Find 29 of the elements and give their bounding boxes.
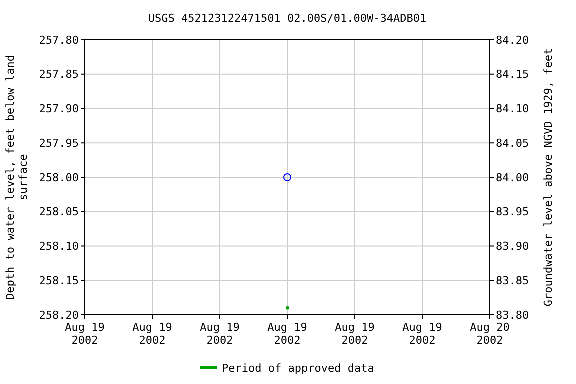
- y-tick-label: 257.95: [39, 136, 79, 150]
- y-axis-title: Depth to water level, feet below land surface: [4, 54, 30, 300]
- y-tick-label: 258.05: [39, 206, 79, 219]
- y-tick-label: 257.85: [39, 68, 79, 82]
- y2-tick-label: 83.90: [496, 240, 530, 254]
- y-tick-label: 258.00: [39, 171, 79, 184]
- x-tick-label: Aug 19 2002: [200, 321, 240, 347]
- y-tick-label: 257.80: [39, 34, 79, 47]
- x-tick-label: Aug 19 2002: [335, 321, 375, 347]
- x-tick-label: Aug 19 2002: [65, 321, 105, 347]
- legend-label: Period of approved data: [222, 362, 374, 375]
- x-tick-label: Aug 19 2002: [268, 321, 308, 347]
- y-tick-label: 258.20: [39, 308, 79, 322]
- y2-tick-label: 84.20: [496, 34, 530, 47]
- x-tick-label: Aug 19 2002: [402, 321, 442, 347]
- y2-tick-label: 83.80: [496, 308, 530, 322]
- y2-tick-label: 84.05: [496, 136, 530, 150]
- y-tick-label: 257.90: [39, 102, 79, 116]
- y2-tick-label: 84.15: [496, 68, 530, 82]
- y2-tick-label: 83.85: [496, 274, 530, 288]
- chart-title: USGS 452123122471501 02.00S/01.00W-34ADB01: [148, 12, 427, 25]
- y-tick-label: 258.15: [39, 274, 79, 288]
- x-tick-label: Aug 19 2002: [132, 321, 172, 347]
- y2-tick-label: 84.00: [496, 171, 530, 184]
- x-tick-label: Aug 20 2002: [470, 321, 510, 347]
- y2-tick-label: 84.10: [496, 102, 530, 116]
- y-tick-label: 258.10: [39, 240, 79, 254]
- y2-tick-label: 83.95: [496, 206, 530, 219]
- y2-axis-title: Groundwater level above NGVD 1929, feet: [542, 48, 555, 307]
